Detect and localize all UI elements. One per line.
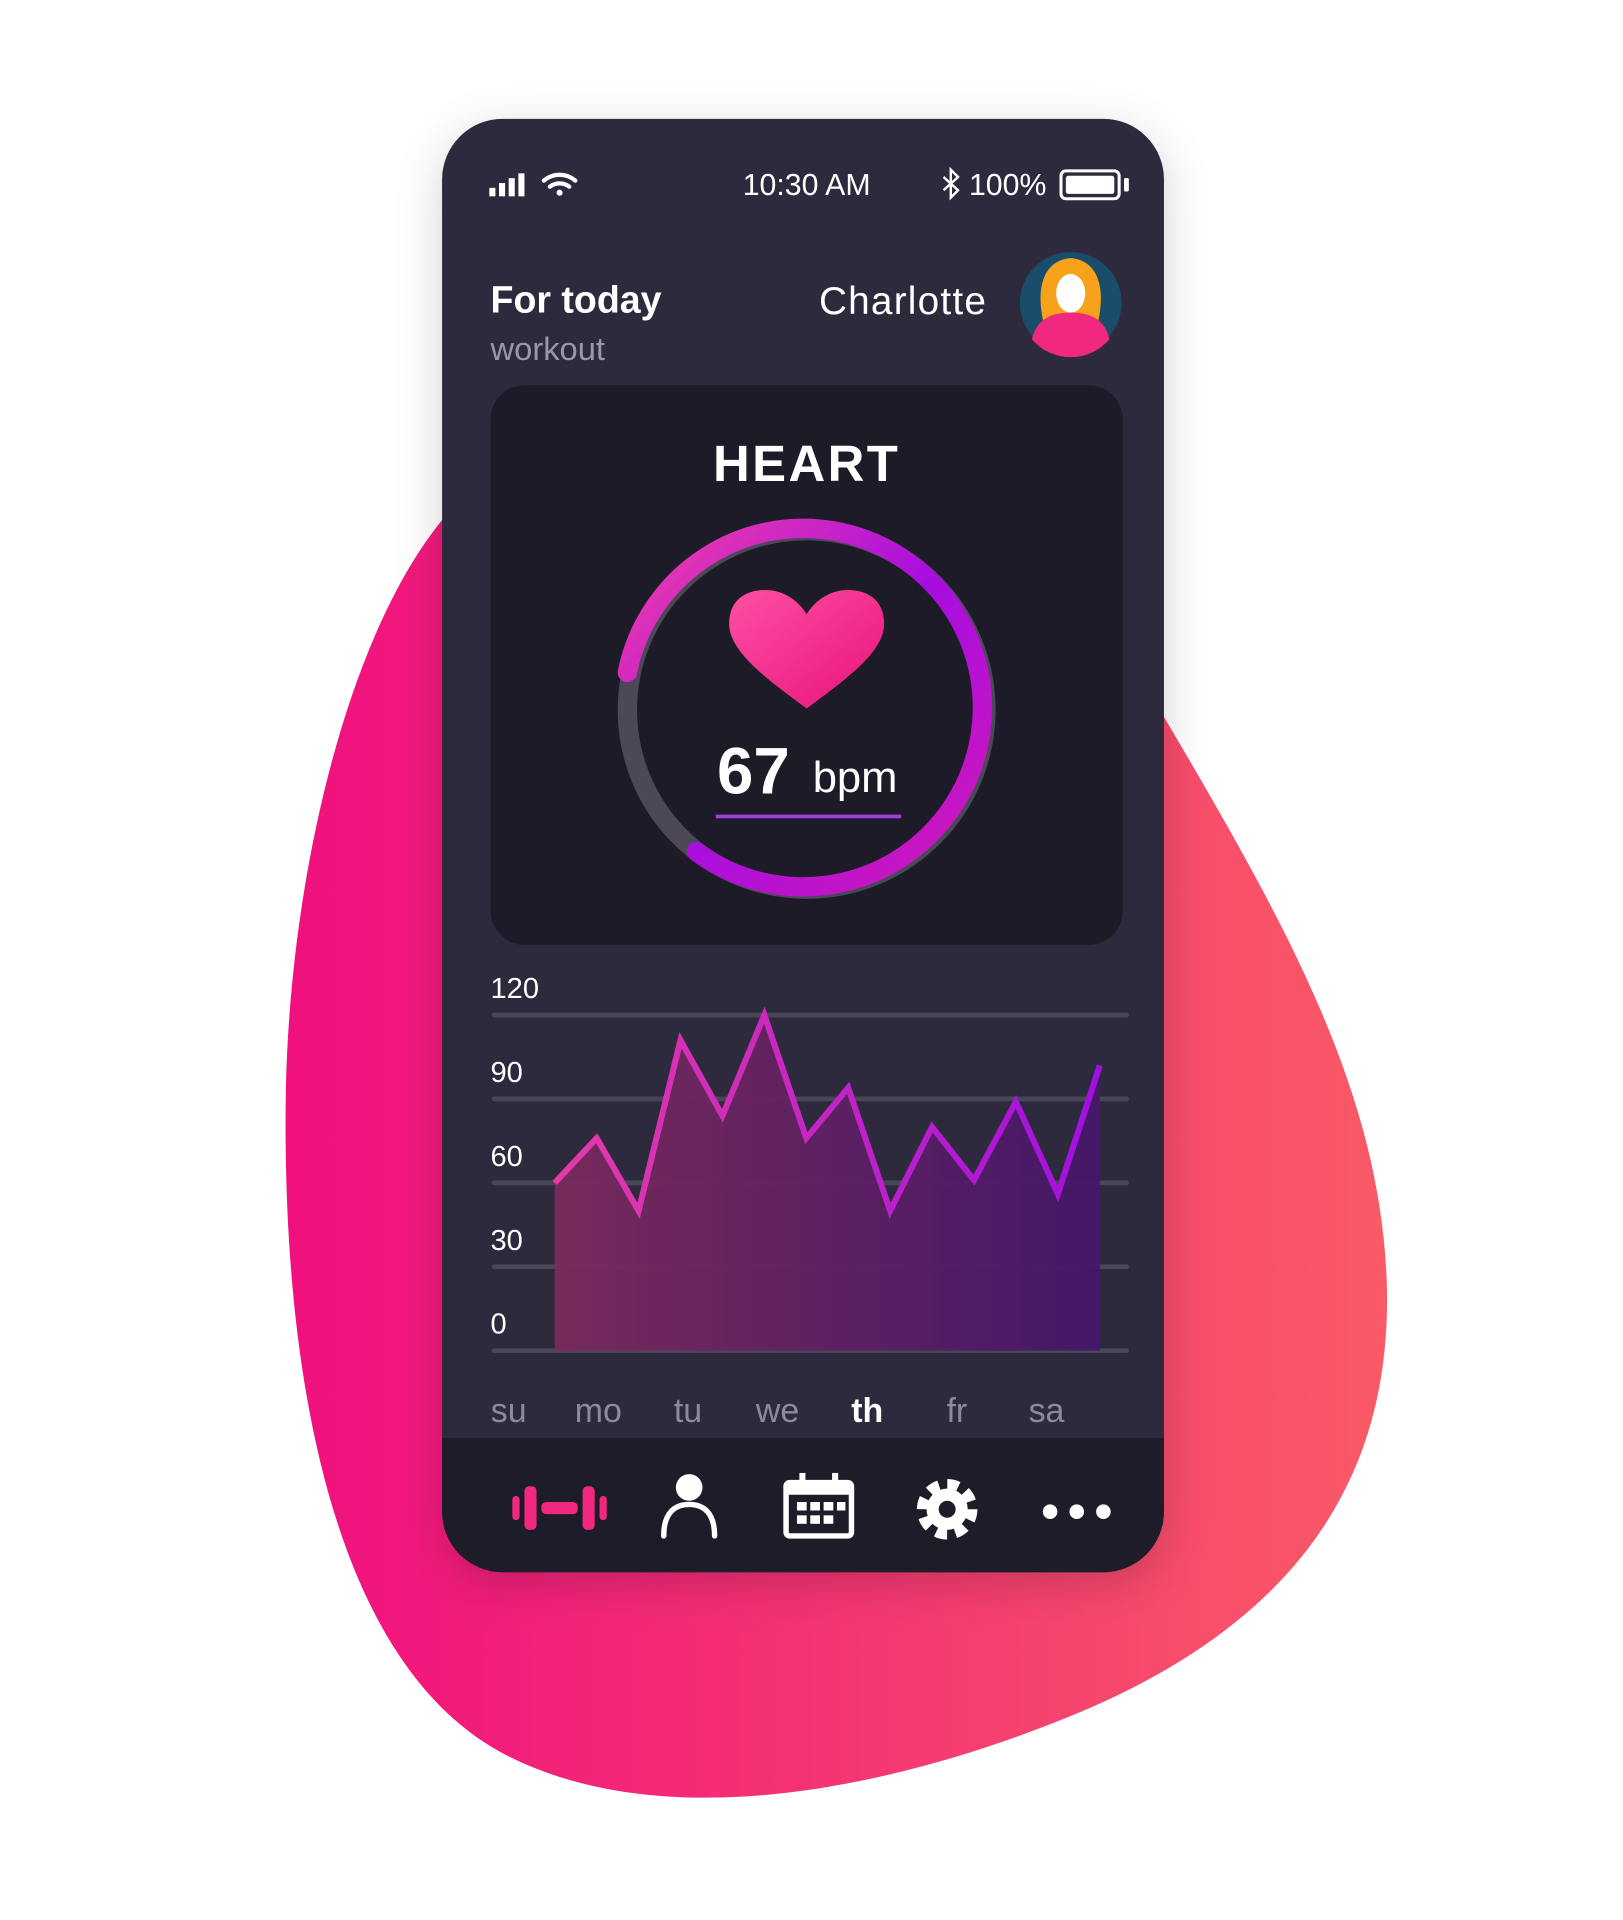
heart-chart: 0 30 60 90 120 su mo tu we th fr sa <box>491 973 1129 1430</box>
bpm-value: 67 <box>717 734 790 807</box>
ring-progress <box>617 518 993 897</box>
status-time: 10:30 AM <box>743 169 871 202</box>
header-title: For today <box>491 279 662 321</box>
x-tick-label: we <box>755 1392 799 1430</box>
card-title: HEART <box>713 435 900 492</box>
tab-workout[interactable] <box>512 1486 607 1530</box>
x-tick-label: su <box>491 1392 527 1430</box>
tab-profile[interactable] <box>661 1474 718 1539</box>
x-tick-label: tu <box>674 1392 702 1430</box>
heart-icon <box>729 589 885 709</box>
bpm-unit: bpm <box>813 754 898 802</box>
y-tick-label: 30 <box>491 1225 523 1257</box>
x-tick-label: mo <box>575 1392 622 1430</box>
tab-more[interactable] <box>1042 1504 1111 1519</box>
bluetooth-icon <box>942 166 960 201</box>
y-tick-label: 0 <box>491 1309 507 1341</box>
y-tick-label: 60 <box>491 1141 523 1173</box>
battery-label: 100% <box>969 169 1046 202</box>
line <box>552 1006 1103 1219</box>
y-tick-label: 90 <box>491 1057 523 1089</box>
tab-calendar[interactable] <box>783 1472 855 1539</box>
user-name: Charlotte <box>819 280 987 323</box>
wifi-icon <box>541 172 578 196</box>
avatar[interactable] <box>1019 252 1122 358</box>
header-subtitle: workout <box>490 330 605 367</box>
area <box>554 1015 1100 1351</box>
x-tick-label: th <box>851 1392 883 1430</box>
signal-icon <box>489 173 525 197</box>
x-tick-label: sa <box>1029 1392 1065 1430</box>
x-tick-label: fr <box>946 1392 967 1430</box>
y-tick-label: 120 <box>491 973 539 1005</box>
battery-icon <box>1059 169 1129 201</box>
tab-settings[interactable] <box>916 1478 978 1540</box>
